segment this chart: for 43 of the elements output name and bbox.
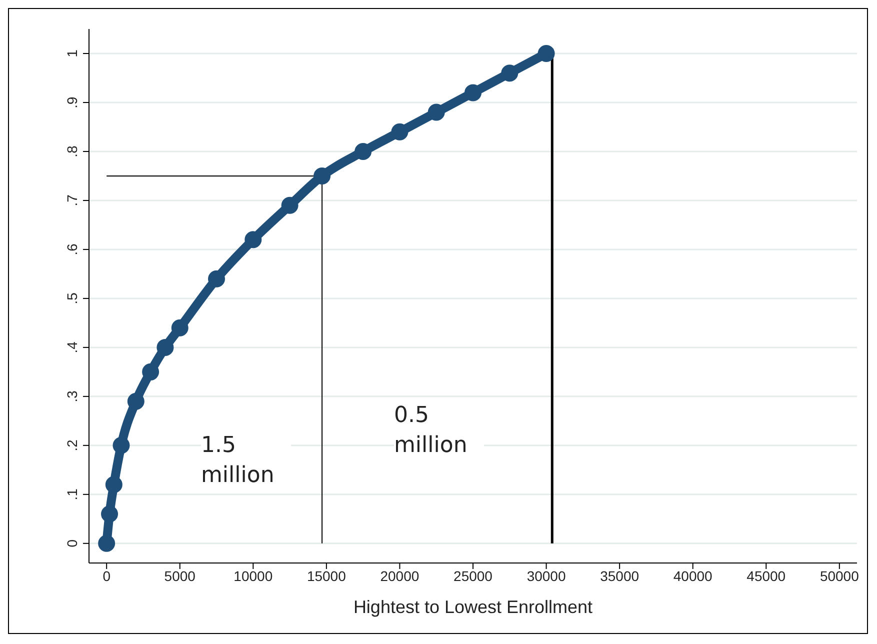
- point: [101, 506, 118, 523]
- x-tick-label: 20000: [380, 568, 420, 584]
- x-tick-label: 10000: [234, 568, 273, 584]
- x-tick-label: 15000: [306, 568, 346, 584]
- x-tick-label: 5000: [164, 568, 196, 584]
- point: [208, 270, 226, 288]
- y-tick-label: .5: [64, 292, 80, 304]
- annotation: 1.5 million: [201, 431, 291, 491]
- y-tick-label: .9: [64, 96, 80, 108]
- annotation: 0.5 million: [394, 401, 484, 461]
- point: [538, 44, 555, 62]
- x-tick-label: 30000: [526, 568, 566, 584]
- x-tick-label: 40000: [673, 568, 713, 584]
- y-tick-label: .1: [64, 488, 80, 500]
- point: [112, 436, 130, 454]
- y-tick-label: .8: [64, 145, 80, 158]
- x-tick-label: 35000: [600, 568, 640, 584]
- point: [105, 476, 122, 494]
- point: [501, 64, 518, 82]
- point: [354, 142, 372, 160]
- x-tick-label: 45000: [746, 568, 786, 584]
- x-tick-label: 25000: [454, 568, 493, 584]
- point: [156, 338, 174, 356]
- point: [314, 167, 331, 184]
- y-tick-label: .6: [64, 243, 80, 256]
- y-tick-label: 1: [64, 49, 80, 58]
- y-tick-label: .7: [64, 194, 80, 206]
- point: [391, 123, 408, 140]
- point: [281, 196, 298, 214]
- y-tick-label: .3: [64, 390, 80, 402]
- y-tick-label: .2: [64, 439, 80, 452]
- point: [171, 319, 188, 336]
- x-tick-label: 50000: [820, 568, 860, 584]
- point: [98, 534, 116, 552]
- point: [428, 104, 445, 121]
- y-tick-label: .4: [64, 341, 80, 354]
- point: [464, 84, 482, 102]
- point: [127, 392, 144, 410]
- point: [142, 363, 160, 380]
- x-tick-label: 0: [102, 568, 111, 584]
- y-tick-label: 0: [64, 539, 80, 548]
- x-axis-title: Hightest to Lowest Enrollment: [353, 597, 593, 617]
- point: [244, 231, 262, 248]
